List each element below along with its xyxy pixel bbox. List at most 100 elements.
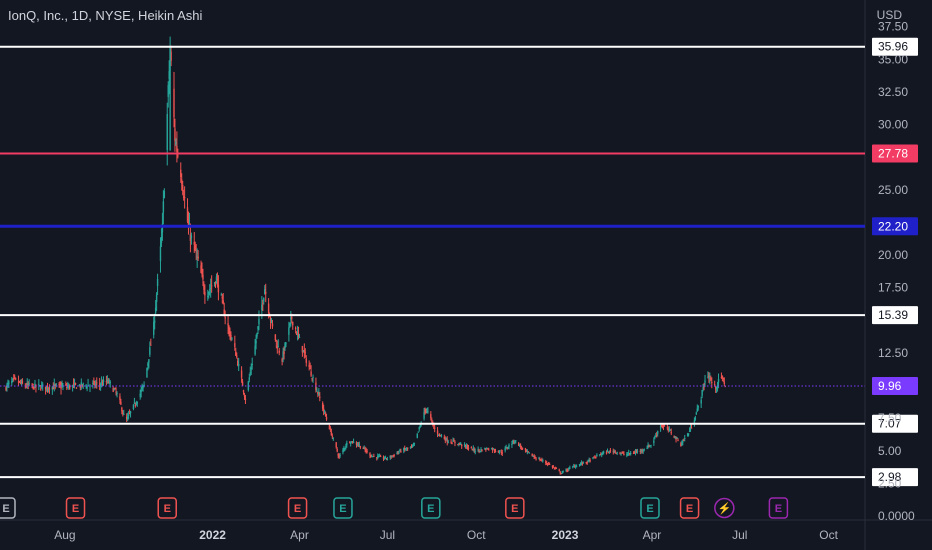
candle-body	[194, 245, 196, 251]
earnings-marker-letter: E	[686, 503, 693, 515]
earnings-marker[interactable]	[679, 497, 700, 519]
candle-body	[677, 439, 679, 441]
level-tag-27.78[interactable]	[872, 144, 918, 163]
candle-body	[109, 381, 111, 383]
candle-body	[667, 429, 670, 431]
candle-body	[592, 457, 594, 459]
candle-body	[406, 447, 409, 449]
earnings-marker[interactable]	[0, 497, 16, 519]
chart-title: IonQ, Inc., 1D, NYSE, Heikin Ashi	[8, 8, 203, 23]
candle-body	[376, 457, 378, 459]
candle-body	[52, 387, 55, 390]
candle-body	[453, 440, 455, 442]
candle-body	[141, 387, 143, 389]
candle-body	[607, 452, 610, 454]
level-tag-15.39[interactable]	[872, 306, 918, 325]
candle-body	[384, 456, 387, 458]
earnings-marker[interactable]	[333, 497, 353, 519]
candle-body	[616, 452, 618, 454]
earnings-marker[interactable]	[640, 497, 660, 519]
candle-body	[345, 446, 347, 448]
earnings-layer[interactable]: E E E E E E E E E ⚡ E	[0, 497, 789, 519]
candle-body	[167, 85, 169, 97]
earnings-marker[interactable]	[287, 497, 308, 519]
candle-body	[100, 382, 103, 384]
candle-body	[26, 383, 28, 386]
candle-body	[162, 201, 165, 213]
candle-body	[582, 461, 585, 463]
candle-body	[181, 184, 184, 191]
candle-body	[159, 246, 162, 262]
candle-body	[217, 284, 220, 293]
candle-body	[28, 383, 30, 385]
level-tag-35.96[interactable]	[872, 37, 918, 56]
candle-body	[358, 444, 361, 446]
candle-body	[114, 388, 116, 390]
candle-body	[202, 274, 204, 280]
y-axis[interactable]: 37.50 35.00 32.50 30.00 25.00 20.00 17.50 12.50…	[878, 20, 915, 523]
candle-body	[569, 467, 571, 469]
candle-body	[452, 440, 454, 442]
candle-body	[255, 340, 257, 344]
earnings-marker[interactable]	[505, 497, 525, 519]
candle-body	[321, 403, 324, 409]
candle-body	[621, 452, 623, 454]
candle-body	[470, 447, 473, 449]
earnings-marker[interactable]	[768, 497, 789, 519]
candle-body	[581, 463, 584, 465]
earnings-marker[interactable]	[65, 497, 86, 519]
candle-body	[714, 386, 717, 389]
earnings-marker[interactable]	[157, 497, 177, 519]
candle-body	[222, 300, 224, 305]
level-tag-2.98[interactable]	[872, 468, 918, 487]
candle-body	[289, 322, 291, 325]
candle-body	[180, 169, 182, 178]
x-axis[interactable]: Aug 2022 Apr Jul Oct 2023 Apr Jul Oct	[54, 528, 838, 542]
candle-body	[261, 304, 263, 311]
candle-body	[684, 437, 686, 439]
candle-body	[258, 318, 260, 325]
candle-body	[132, 404, 135, 409]
candle-body	[626, 454, 628, 456]
candle-body	[487, 448, 489, 450]
currency-label[interactable]: USD	[876, 8, 902, 22]
candle-body	[338, 455, 340, 457]
candle-body	[490, 448, 493, 450]
candle-body	[242, 390, 245, 392]
dividend-marker[interactable]	[714, 497, 735, 519]
candle-body	[34, 383, 36, 388]
level-tag-22.20[interactable]	[872, 217, 918, 236]
x-tick-label: Oct	[467, 528, 486, 542]
y-tick-label: 17.50	[878, 281, 908, 295]
candle-body	[143, 384, 145, 386]
candle-body	[276, 346, 279, 349]
candle-body	[451, 442, 453, 444]
candle-body	[351, 441, 354, 443]
candle-body	[660, 425, 663, 427]
candle-body	[629, 453, 631, 455]
candle-body	[709, 377, 711, 379]
candle-body	[484, 448, 486, 450]
candle-body	[640, 449, 642, 452]
candle-body	[663, 425, 666, 427]
candle-body	[224, 317, 226, 319]
y-tick-label: 25.00	[878, 183, 908, 197]
candle-body	[578, 464, 581, 466]
candle-body	[221, 296, 223, 299]
candle-body	[649, 445, 651, 447]
level-tag-7.07[interactable]	[872, 414, 918, 433]
earnings-marker[interactable]	[421, 497, 441, 519]
candle-body	[174, 128, 176, 142]
candle-body	[193, 241, 195, 245]
level-layer[interactable]: 35.96 27.78 22.20 15.39 9.96 7.07 2.98	[0, 37, 918, 487]
candle-body	[457, 444, 459, 446]
candle-body	[322, 408, 325, 411]
candle-body	[13, 376, 16, 378]
candle-body	[506, 448, 508, 450]
candle-body	[298, 337, 301, 339]
candle-body	[694, 417, 697, 420]
level-tag-9.96[interactable]	[872, 377, 918, 396]
candle-body	[195, 251, 197, 253]
